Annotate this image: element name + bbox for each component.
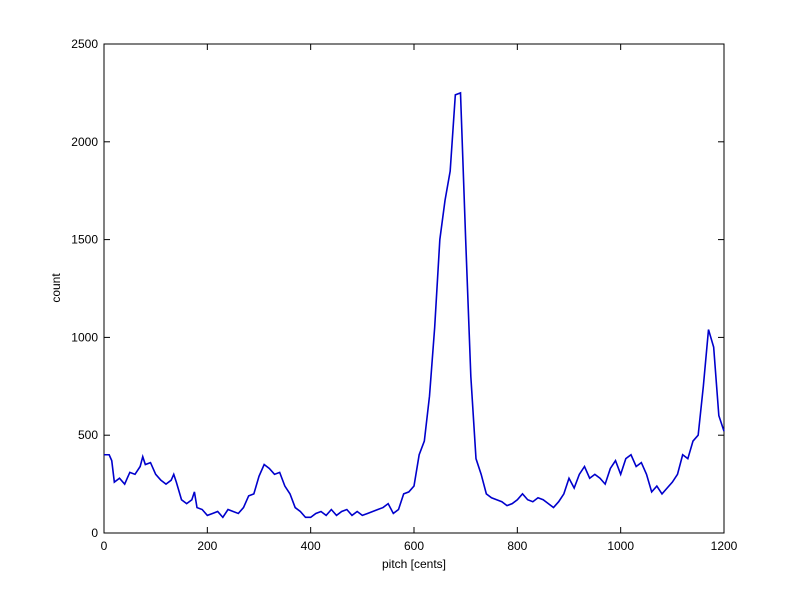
y-tick-label: 2500 [71, 37, 98, 51]
y-tick-label: 1500 [71, 233, 98, 247]
plot-area [103, 43, 725, 534]
x-tick-label: 200 [197, 539, 217, 553]
x-tick-label: 400 [301, 539, 321, 553]
x-tick-label: 0 [101, 539, 108, 553]
x-tick-label: 1000 [607, 539, 634, 553]
y-tick-label: 500 [78, 428, 98, 442]
line-series [104, 91, 725, 519]
y-tick-label: 2000 [71, 135, 98, 149]
x-tick-label: 800 [507, 539, 527, 553]
x-tick-label: 600 [404, 539, 424, 553]
y-tick-label: 1000 [71, 330, 98, 344]
x-axis-label: pitch [cents] [382, 557, 446, 571]
y-axis-label: count [49, 273, 63, 303]
x-tick-label: 1200 [711, 539, 738, 553]
y-tick-label: 0 [91, 526, 98, 540]
